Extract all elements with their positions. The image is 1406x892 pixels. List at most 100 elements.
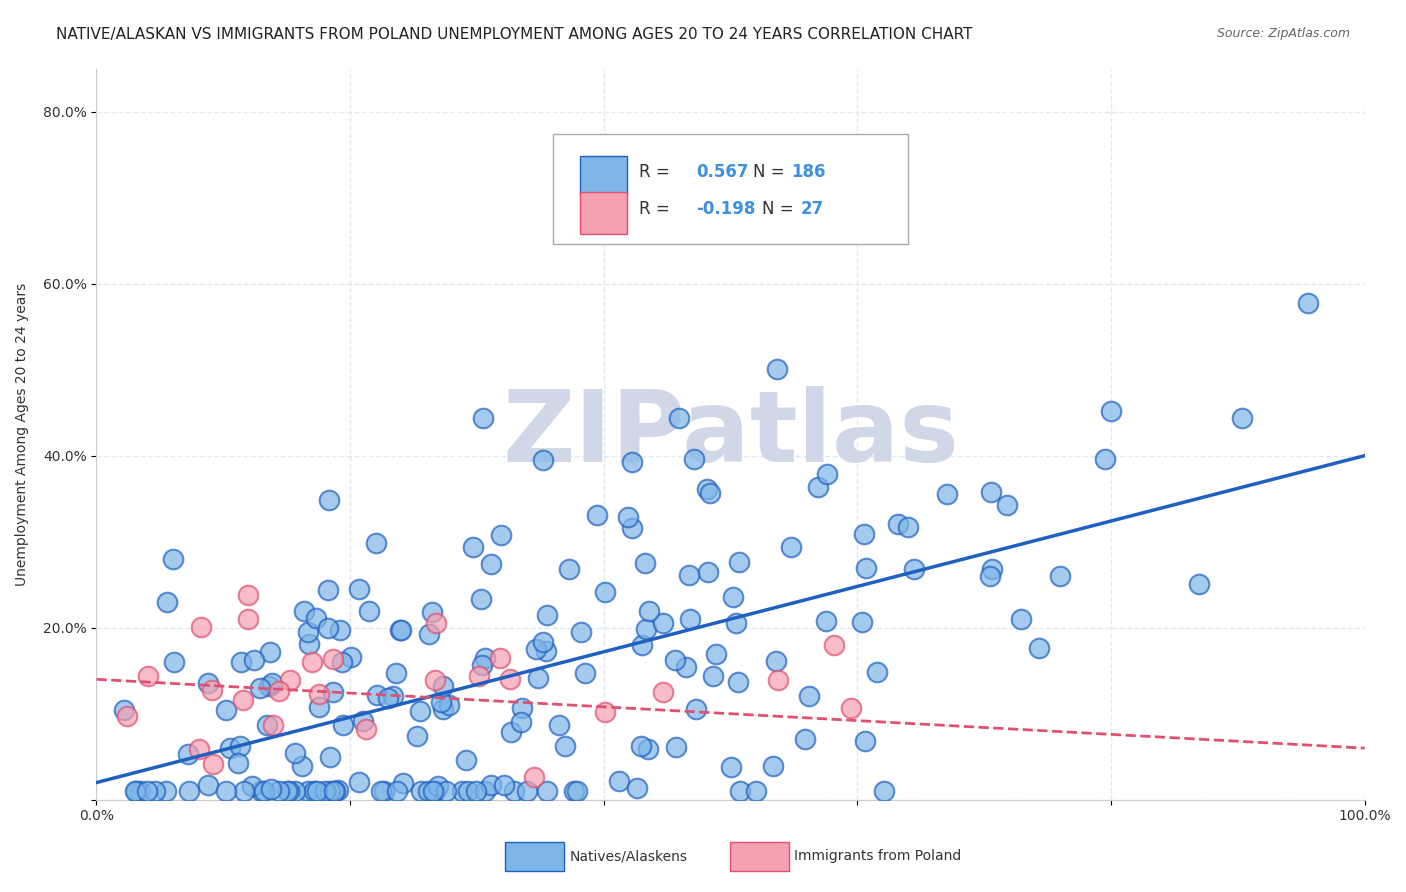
Point: [437, 698, 460, 713]
Point: [472, 410, 495, 425]
Point: [426, 779, 449, 793]
Point: [314, 784, 336, 798]
Point: [242, 779, 264, 793]
Point: [197, 778, 219, 792]
Point: [728, 555, 751, 569]
Point: [638, 604, 661, 618]
Point: [1099, 404, 1122, 418]
Point: [112, 703, 135, 717]
Point: [425, 673, 447, 687]
Point: [651, 615, 673, 630]
Point: [479, 558, 502, 572]
Point: [135, 784, 157, 798]
Point: [730, 784, 752, 798]
Point: [461, 540, 484, 554]
Point: [723, 591, 745, 605]
Point: [807, 480, 830, 494]
Point: [250, 784, 273, 798]
Point: [851, 615, 873, 630]
Point: [155, 784, 177, 798]
FancyBboxPatch shape: [553, 135, 908, 244]
Point: [664, 653, 686, 667]
Point: [702, 669, 724, 683]
Point: [903, 562, 925, 576]
Point: [678, 612, 700, 626]
Point: [494, 778, 516, 792]
Point: [979, 569, 1001, 583]
Point: [502, 784, 524, 798]
Point: [267, 684, 290, 698]
Point: [516, 784, 538, 798]
Point: [177, 747, 200, 761]
Point: [391, 624, 413, 638]
Point: [1094, 451, 1116, 466]
Point: [586, 508, 609, 522]
Point: [328, 783, 350, 797]
Text: N =: N =: [762, 200, 794, 218]
Point: [156, 595, 179, 609]
Point: [226, 756, 249, 771]
Point: [422, 605, 444, 619]
Point: [262, 717, 284, 731]
Point: [267, 784, 290, 798]
Point: [562, 784, 585, 798]
Point: [531, 635, 554, 649]
Point: [318, 582, 340, 597]
Point: [567, 784, 589, 798]
Point: [797, 689, 820, 703]
Point: [1230, 411, 1253, 425]
Point: [465, 784, 488, 798]
Point: [177, 784, 200, 798]
Point: [873, 784, 896, 798]
Point: [219, 741, 242, 756]
Point: [425, 784, 447, 798]
Point: [745, 784, 768, 798]
Point: [406, 729, 429, 743]
Point: [510, 700, 533, 714]
Point: [308, 687, 330, 701]
Point: [853, 527, 876, 541]
Point: [793, 732, 815, 747]
Point: [841, 700, 863, 714]
Point: [865, 665, 887, 679]
Point: [886, 517, 908, 532]
Point: [385, 665, 408, 680]
Point: [621, 455, 644, 469]
Point: [432, 702, 454, 716]
Text: 27: 27: [800, 200, 824, 218]
Point: [124, 784, 146, 798]
Point: [418, 627, 440, 641]
Point: [304, 784, 326, 798]
Point: [668, 410, 690, 425]
Point: [823, 638, 845, 652]
Text: R =: R =: [640, 163, 675, 181]
Point: [634, 556, 657, 570]
Point: [457, 784, 479, 798]
Point: [162, 552, 184, 566]
Point: [574, 666, 596, 681]
Point: [432, 679, 454, 693]
Point: [678, 567, 700, 582]
Point: [381, 689, 404, 703]
Point: [259, 781, 281, 796]
Text: ZIPatlas: ZIPatlas: [502, 385, 959, 483]
Point: [231, 655, 253, 669]
FancyBboxPatch shape: [579, 192, 627, 234]
Point: [354, 722, 377, 736]
Point: [725, 615, 748, 630]
Point: [434, 784, 457, 798]
Point: [277, 784, 299, 798]
Point: [685, 702, 707, 716]
Point: [370, 784, 392, 798]
Point: [558, 562, 581, 576]
Point: [187, 742, 209, 756]
Point: [143, 784, 166, 798]
Point: [249, 681, 271, 695]
Point: [1010, 612, 1032, 626]
Point: [498, 672, 520, 686]
Point: [471, 657, 494, 672]
Point: [385, 784, 408, 798]
Text: R =: R =: [640, 200, 675, 218]
Point: [607, 774, 630, 789]
Point: [388, 624, 411, 638]
